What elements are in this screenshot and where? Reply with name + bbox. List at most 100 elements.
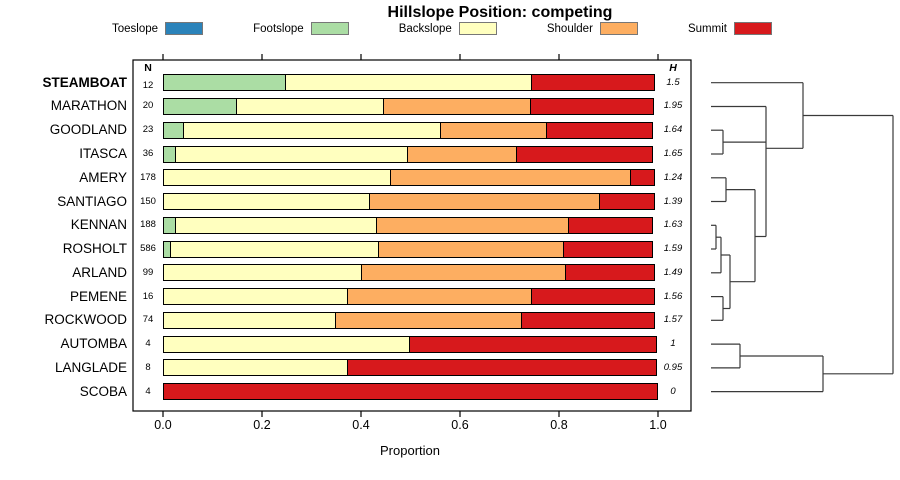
- x-axis-tick-label: 0.4: [352, 418, 370, 432]
- bar-segment-shoulder: [375, 216, 570, 234]
- n-value: 36: [142, 148, 154, 159]
- legend-item-toeslope: Toeslope: [112, 22, 204, 35]
- bar-segment-backslope: [163, 311, 337, 329]
- bar-segment-backslope: [163, 264, 363, 282]
- n-value: 8: [145, 361, 151, 373]
- stacked-bar: [163, 121, 654, 139]
- bar-segment-shoulder: [347, 288, 533, 306]
- series-label: KENNAN: [70, 217, 127, 233]
- bar-segment-backslope: [169, 240, 380, 258]
- bar-segment-backslope: [174, 216, 378, 234]
- n-value: 99: [142, 266, 154, 278]
- series-label: SCOBA: [79, 383, 127, 399]
- bar-segment-backslope: [163, 169, 392, 187]
- bar-segment-summit: [531, 74, 655, 92]
- bar-segment-summit: [409, 335, 657, 353]
- stacked-bar: [163, 216, 654, 234]
- legend-swatch-backslope: [458, 22, 497, 35]
- legend-swatch-footslope: [310, 22, 349, 35]
- series-label: STEAMBOAT: [42, 74, 128, 90]
- h-value: 1: [670, 338, 676, 350]
- stacked-bar: [163, 240, 654, 258]
- bar-segment-summit: [531, 288, 655, 306]
- h-value: 1.65: [663, 148, 683, 159]
- bar-segment-summit: [545, 121, 654, 139]
- stacked-bar: [163, 383, 658, 401]
- series-label: AMERY: [79, 169, 127, 185]
- n-value: 12: [142, 80, 154, 91]
- bar-segment-summit: [163, 383, 658, 401]
- n-value: 16: [142, 290, 154, 302]
- x-axis-tick-label: 1.0: [649, 418, 667, 432]
- stacked-bar: [163, 97, 654, 115]
- x-axis-tick-label: 0.2: [253, 418, 271, 432]
- bar-segment-backslope: [182, 121, 442, 139]
- series-label: AUTOMBA: [60, 336, 127, 352]
- h-value: 1.63: [663, 219, 683, 231]
- bar-segment-summit: [521, 311, 655, 329]
- h-value: 0: [670, 385, 676, 397]
- bar-segment-summit: [599, 193, 655, 211]
- stacked-bar: [163, 169, 655, 187]
- bar-segment-footslope: [163, 97, 238, 115]
- bar-segment-shoulder: [407, 145, 518, 163]
- bar-segment-shoulder: [389, 169, 632, 187]
- stacked-bar: [163, 74, 655, 92]
- stacked-bar: [163, 335, 657, 353]
- x-axis-tick-label: 0.0: [154, 418, 172, 432]
- stacked-bar: [163, 264, 655, 282]
- h-value: 1.5: [666, 76, 680, 88]
- x-axis-tick-label: 0.6: [451, 418, 469, 432]
- legend-label: Backslope: [398, 22, 452, 35]
- bar-segment-backslope: [163, 335, 411, 353]
- series-label: ROSHOLT: [62, 241, 127, 257]
- legend-item-summit: Summit: [688, 22, 772, 35]
- bar-segment-summit: [564, 264, 655, 282]
- bar-segment-summit: [562, 240, 654, 258]
- legend-swatch-summit: [733, 22, 772, 35]
- stacked-bar: [163, 145, 654, 163]
- legend-item-backslope: Backslope: [399, 22, 497, 35]
- series-label: ROCKWOOD: [44, 312, 128, 328]
- h-value: 1.64: [663, 124, 683, 136]
- legend-item-footslope: Footslope: [253, 22, 349, 35]
- legend-swatch-shoulder: [599, 22, 638, 35]
- bar-segment-shoulder: [439, 121, 548, 139]
- bar-segment-shoulder: [369, 193, 601, 211]
- n-value: 4: [145, 338, 151, 350]
- legend-item-shoulder: Shoulder: [547, 22, 638, 35]
- stacked-bar: [163, 359, 657, 377]
- n-column-header: N: [144, 62, 152, 74]
- n-value: 23: [142, 124, 154, 136]
- bar-segment-backslope: [285, 74, 533, 92]
- bar-segment-summit: [515, 145, 654, 163]
- h-value: 1.57: [663, 314, 683, 326]
- n-value: 150: [140, 195, 156, 207]
- h-value: 1.49: [663, 266, 683, 278]
- series-label: LANGLADE: [54, 359, 127, 375]
- legend-label: Shoulder: [546, 22, 593, 35]
- stacked-bar: [163, 311, 655, 329]
- bar-segment-summit: [567, 216, 654, 234]
- bar-segment-summit: [347, 359, 657, 377]
- plot-box: [132, 59, 692, 412]
- bar-segment-shoulder: [335, 311, 523, 329]
- n-value: 20: [142, 100, 154, 112]
- legend-label: Footslope: [253, 22, 304, 35]
- bar-segment-backslope: [235, 97, 385, 115]
- x-axis-tick-label: 0.8: [550, 418, 568, 432]
- bar-segment-footslope: [163, 74, 287, 92]
- stacked-bar: [163, 193, 655, 211]
- h-value: 1.56: [663, 290, 683, 302]
- n-value: 74: [142, 314, 154, 326]
- legend-label: Summit: [687, 22, 727, 35]
- bar-segment-backslope: [175, 145, 409, 163]
- h-value: 1.59: [663, 243, 683, 255]
- series-label: PEMENE: [69, 288, 127, 304]
- legend-swatch-toeslope: [165, 22, 204, 35]
- series-label: SANTIAGO: [57, 193, 127, 209]
- series-label: GOODLAND: [49, 122, 127, 138]
- bar-segment-shoulder: [377, 240, 565, 258]
